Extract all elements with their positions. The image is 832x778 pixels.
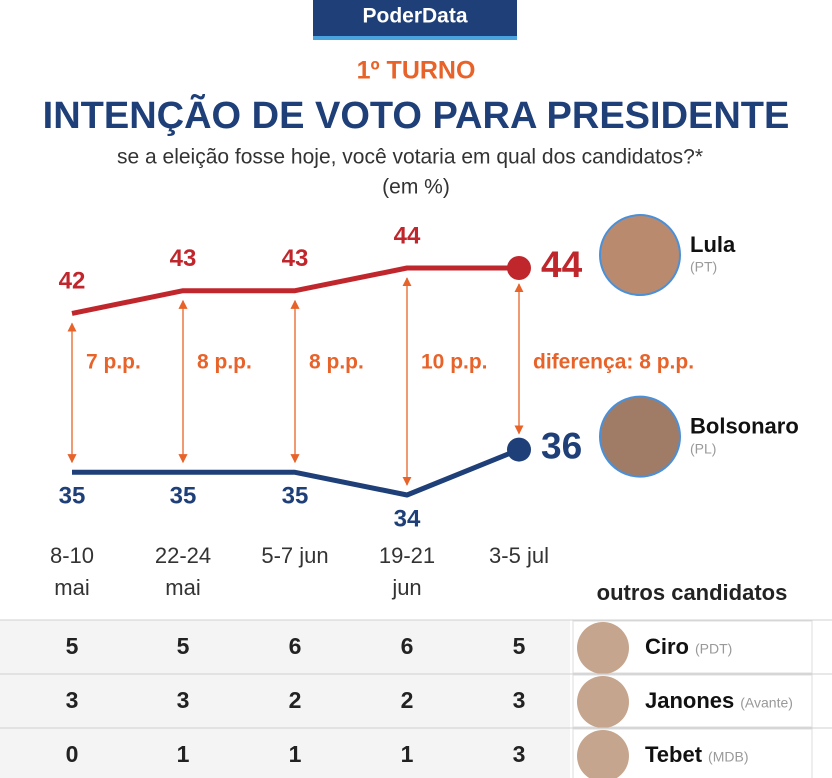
legend-name: Bolsonaro: [690, 413, 799, 438]
table-value: 5: [513, 633, 526, 659]
table-value: 5: [177, 633, 190, 659]
difference-label: 10 p.p.: [421, 351, 488, 374]
legend-party: (PT): [690, 259, 717, 275]
candidate-party: (MDB): [708, 749, 748, 765]
value-label: 35: [282, 483, 309, 510]
table-value: 0: [66, 741, 79, 767]
value-label: 35: [59, 483, 86, 510]
table-value: 2: [289, 687, 302, 713]
table-value: 1: [289, 741, 302, 767]
badge-bg: [313, 0, 517, 36]
x-tick-label: 5-7 jun: [261, 543, 329, 568]
unit: (em %): [382, 176, 450, 199]
badge-underline: [313, 36, 517, 40]
table-value: 2: [401, 687, 414, 713]
chart-title: INTENÇÃO DE VOTO PARA PRESIDENTE: [43, 93, 790, 137]
candidate-photo: [599, 214, 681, 296]
x-tick-label: 3-5 jul: [489, 543, 549, 568]
table-row: [0, 674, 570, 728]
candidate-photo: [577, 730, 629, 778]
candidate-photo: [599, 395, 681, 478]
others-title: outros candidatos: [597, 580, 788, 605]
table-value: 5: [66, 633, 79, 659]
table-row: [0, 728, 570, 778]
value-label: 42: [59, 268, 86, 295]
difference-label: diferença: 8 p.p.: [533, 351, 694, 374]
candidate-photo: [577, 622, 629, 674]
value-label: 43: [170, 245, 197, 272]
series-line: [71, 265, 519, 316]
table-value: 3: [66, 687, 79, 713]
value-label: 34: [394, 505, 421, 532]
value-label: 43: [282, 245, 309, 272]
end-point: [507, 437, 531, 462]
x-tick-label: 19-21 jun: [378, 543, 436, 600]
table-value: 1: [401, 741, 414, 767]
table-value: 3: [513, 741, 526, 767]
series-line: [72, 447, 520, 498]
value-label: 44: [394, 222, 421, 249]
end-value-label: 44: [541, 244, 583, 285]
candidate-name: Ciro: [645, 634, 689, 659]
legend-name: Lula: [690, 232, 736, 257]
legend-party: (PL): [690, 440, 716, 456]
table-value: 6: [401, 633, 414, 659]
x-tick-label: 8-10 mai: [49, 543, 95, 600]
table-row: [0, 620, 570, 674]
end-value-label: 36: [541, 425, 582, 466]
candidate-name: Janones: [645, 688, 734, 713]
difference-label: 8 p.p.: [197, 351, 252, 374]
subtitle: se a eleição fosse hoje, você votaria em…: [117, 146, 703, 169]
value-label: 35: [170, 483, 197, 510]
difference-label: 7 p.p.: [86, 351, 141, 374]
table-value: 3: [177, 687, 190, 713]
kicker: 1º TURNO: [357, 57, 476, 85]
candidate-party: (PDT): [695, 641, 732, 657]
table-value: 1: [177, 741, 190, 767]
badge: PoderData: [362, 5, 467, 28]
x-tick-label: 22-24 mai: [154, 543, 212, 600]
difference-label: 8 p.p.: [309, 351, 364, 374]
candidate-photo: [577, 676, 629, 728]
table-value: 6: [289, 633, 302, 659]
candidate-name: Tebet: [645, 742, 703, 767]
end-point: [507, 256, 531, 280]
candidate-party: (Avante): [740, 695, 793, 711]
table-value: 3: [513, 687, 526, 713]
